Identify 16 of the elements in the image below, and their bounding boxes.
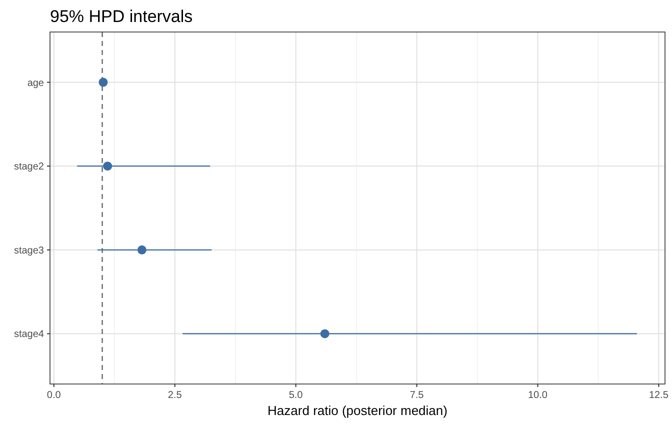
point <box>320 329 330 338</box>
y-tick-label: age <box>27 78 44 89</box>
x-tick-label: 0.0 <box>46 390 62 401</box>
y-tick-label: stage4 <box>14 329 44 340</box>
chart-title: 95% HPD intervals <box>50 7 193 26</box>
y-tick-label: stage3 <box>14 245 44 256</box>
y-tick-label: stage2 <box>14 162 44 173</box>
x-tick-label: 2.5 <box>168 390 182 401</box>
x-tick-label: 12.5 <box>648 390 669 401</box>
x-tick-label: 7.5 <box>410 390 424 401</box>
x-tick-label: 10.0 <box>528 390 548 401</box>
point <box>103 162 112 171</box>
x-tick-label: 5.0 <box>288 390 304 401</box>
point <box>137 245 146 254</box>
point <box>98 78 108 87</box>
x-axis-title: Hazard ratio (posterior median) <box>268 403 448 418</box>
